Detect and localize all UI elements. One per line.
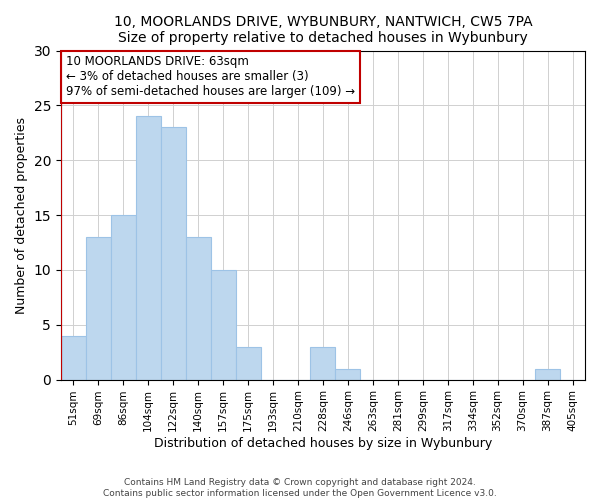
Text: Contains HM Land Registry data © Crown copyright and database right 2024.
Contai: Contains HM Land Registry data © Crown c… (103, 478, 497, 498)
Bar (161, 128, 185, 380)
Title: 10, MOORLANDS DRIVE, WYBUNBURY, NANTWICH, CW5 7PA
Size of property relative to d: 10, MOORLANDS DRIVE, WYBUNBURY, NANTWICH… (113, 15, 532, 45)
Bar (136, 116, 161, 380)
Bar (535, 368, 560, 380)
Bar (335, 368, 361, 380)
Y-axis label: Number of detached properties: Number of detached properties (15, 116, 28, 314)
X-axis label: Distribution of detached houses by size in Wybunbury: Distribution of detached houses by size … (154, 437, 492, 450)
Bar (236, 346, 260, 380)
Bar (185, 237, 211, 380)
Bar (111, 215, 136, 380)
Bar (61, 336, 86, 380)
Text: 10 MOORLANDS DRIVE: 63sqm
← 3% of detached houses are smaller (3)
97% of semi-de: 10 MOORLANDS DRIVE: 63sqm ← 3% of detach… (66, 56, 355, 98)
Bar (211, 270, 236, 380)
Bar (86, 237, 111, 380)
Bar (310, 346, 335, 380)
